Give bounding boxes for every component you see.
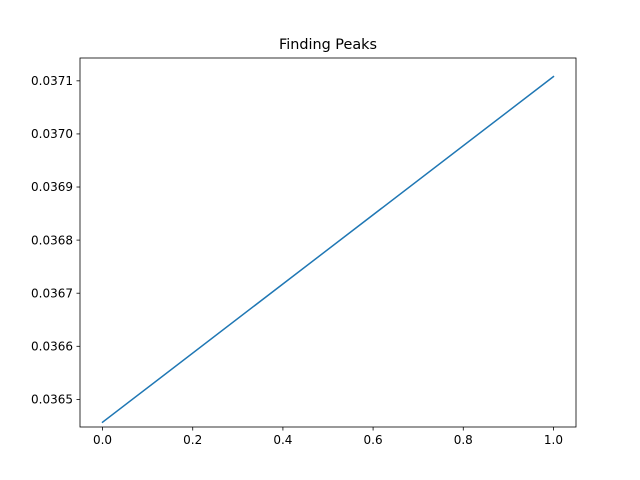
x-tick-label: 0.6 bbox=[364, 433, 383, 447]
x-tick-label: 0.8 bbox=[454, 433, 473, 447]
series-line bbox=[101, 75, 555, 424]
x-tick-label: 0.4 bbox=[273, 433, 292, 447]
x-tick-label: 0.0 bbox=[93, 433, 112, 447]
y-tick-label: 0.0369 bbox=[31, 180, 73, 194]
y-tick-label: 0.0368 bbox=[31, 233, 73, 247]
y-tick-label: 0.0366 bbox=[31, 339, 73, 353]
chart-title: Finding Peaks bbox=[279, 37, 377, 53]
y-tick-label: 0.0371 bbox=[31, 74, 73, 88]
plot-area-frame bbox=[79, 57, 577, 428]
y-tick-label: 0.0367 bbox=[31, 286, 73, 300]
x-tick-label: 0.2 bbox=[183, 433, 202, 447]
x-axis: 0.0 0.2 0.4 0.6 0.8 1.0 bbox=[93, 427, 563, 447]
y-tick-label: 0.0365 bbox=[31, 393, 73, 407]
y-axis: 0.0365 0.0366 0.0367 0.0368 0.0369 0.0370 0.03… bbox=[31, 74, 80, 407]
y-tick-label: 0.0370 bbox=[31, 127, 73, 141]
x-tick-label: 1.0 bbox=[544, 433, 563, 447]
plot-series bbox=[101, 75, 555, 424]
